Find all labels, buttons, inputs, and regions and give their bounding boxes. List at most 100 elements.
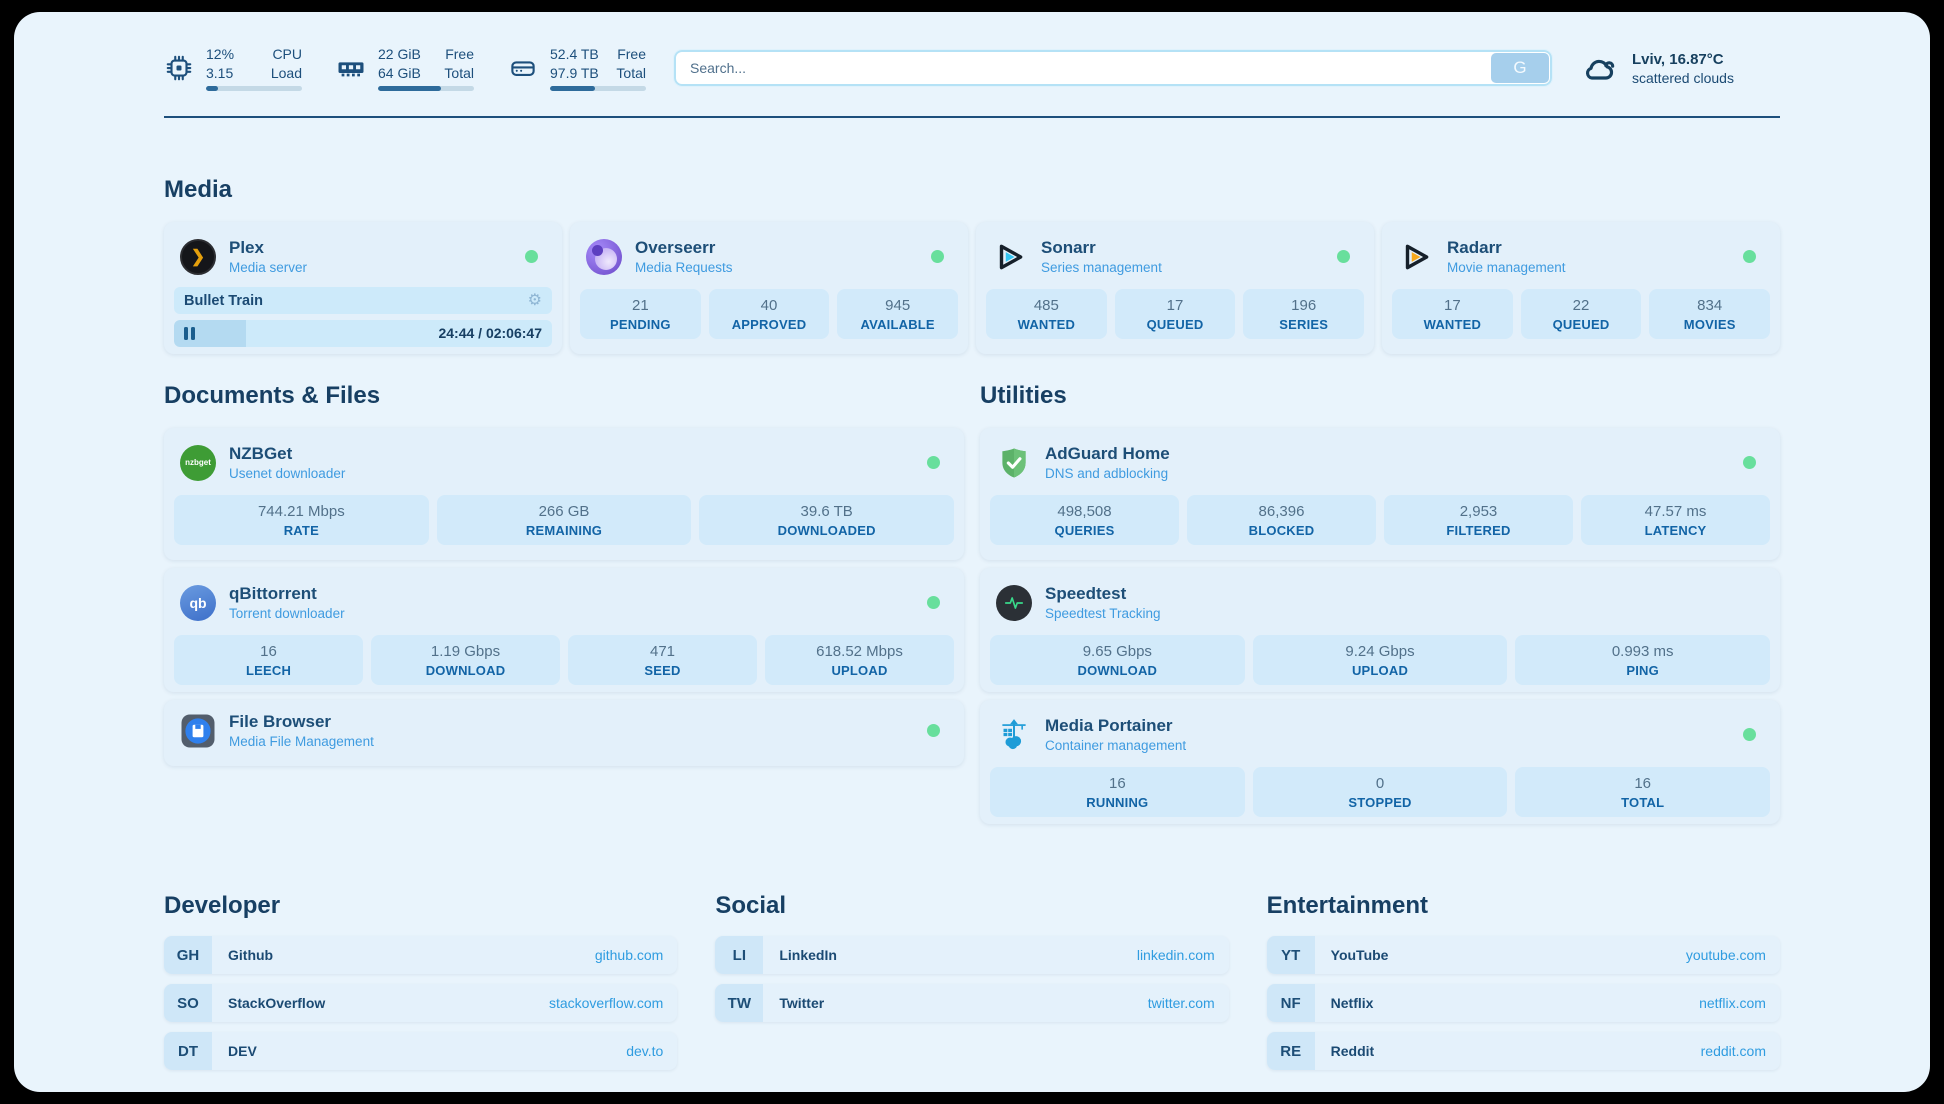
playback-time: 24:44 / 02:06:47 bbox=[438, 325, 542, 341]
disk-stat-group: 52.4 TB 97.9 TB Free Total bbox=[508, 45, 646, 91]
app-name: qBittorrent bbox=[229, 584, 317, 603]
app-name: Plex bbox=[229, 238, 264, 257]
gear-icon[interactable]: ⚙ bbox=[527, 291, 542, 309]
status-dot bbox=[927, 724, 940, 737]
ram-label-bottom: Total bbox=[444, 64, 474, 81]
cpu-icon bbox=[166, 55, 192, 81]
app-subtitle: Movie management bbox=[1447, 260, 1566, 275]
stat-download: 9.65 Gbps DOWNLOAD bbox=[990, 635, 1245, 685]
adguard-icon bbox=[996, 445, 1032, 481]
link-twitter[interactable]: TW Twitter twitter.com bbox=[715, 984, 1229, 1022]
ram-progress-bar bbox=[378, 85, 474, 91]
status-dot bbox=[525, 250, 538, 263]
app-subtitle: Media server bbox=[229, 260, 308, 275]
ram-icon bbox=[338, 62, 364, 77]
link-linkedin[interactable]: LI LinkedIn linkedin.com bbox=[715, 936, 1229, 974]
app-name: Media Portainer bbox=[1045, 716, 1173, 735]
dev-badge: DT bbox=[164, 1032, 212, 1070]
status-dot bbox=[1337, 250, 1350, 263]
netflix-badge: NF bbox=[1266, 984, 1315, 1022]
disk-icon bbox=[511, 61, 535, 76]
disk-label-top: Free bbox=[617, 46, 646, 63]
app-card-filebrowser[interactable]: File Browser Media File Management bbox=[164, 700, 964, 766]
developer-section-title: Developer bbox=[164, 892, 281, 919]
system-stats: 12% 3.15 CPU Load bbox=[164, 45, 646, 91]
search-input[interactable] bbox=[673, 49, 1553, 87]
stat-wanted: 17 WANTED bbox=[1392, 289, 1513, 339]
qbittorrent-icon: qb bbox=[180, 584, 216, 621]
stat-upload: 9.24 Gbps UPLOAD bbox=[1252, 635, 1508, 685]
link-github[interactable]: GH Github github.com bbox=[164, 936, 678, 974]
stat-download: 1.19 Gbps DOWNLOAD bbox=[371, 635, 560, 685]
disk-value-top: 52.4 TB bbox=[550, 46, 599, 63]
app-card-radarr[interactable]: Radarr Movie management 17 WANTED 22 QUE… bbox=[1382, 222, 1780, 354]
app-card-overseerr[interactable]: Overseerr Media Requests 21 PENDING 40 A… bbox=[570, 222, 968, 354]
app-card-sonarr[interactable]: Sonarr Series management 485 WANTED 17 Q… bbox=[976, 222, 1374, 354]
stat-rate: 744.21 Mbps RATE bbox=[174, 495, 429, 545]
stat-queries: 498,508 QUERIES bbox=[990, 495, 1179, 545]
documents-section-title: Documents & Files bbox=[164, 382, 381, 409]
stat-stopped: 0 STOPPED bbox=[1252, 767, 1508, 817]
cloud-icon bbox=[1586, 59, 1615, 80]
app-name: NZBGet bbox=[229, 444, 293, 463]
link-reddit[interactable]: RE Reddit reddit.com bbox=[1266, 1032, 1780, 1070]
linkedin-badge: LI bbox=[715, 936, 764, 974]
section-media: Media ❯ Plex Media server Bullet Train ⚙ bbox=[164, 176, 1780, 354]
stat-downloaded: 39.6 TB DOWNLOADED bbox=[699, 495, 955, 545]
dashboard-window: 12% 3.15 CPU Load bbox=[14, 12, 1930, 1092]
stat-series: 196 SERIES bbox=[1243, 289, 1365, 339]
app-card-adguard[interactable]: AdGuard Home DNS and adblocking 498,508 … bbox=[980, 428, 1780, 560]
link-netflix[interactable]: NF Netflix netflix.com bbox=[1266, 984, 1780, 1022]
app-card-nzbget[interactable]: nzbget NZBGet Usenet downloader 744.21 M… bbox=[164, 428, 964, 560]
portainer-icon bbox=[996, 717, 1032, 753]
header-divider bbox=[164, 116, 1780, 118]
link-youtube[interactable]: YT YouTube youtube.com bbox=[1266, 936, 1780, 974]
section-social: Social LI LinkedIn linkedin.com TW Twitt… bbox=[715, 892, 1229, 1070]
app-card-plex[interactable]: ❯ Plex Media server Bullet Train ⚙ 24:44… bbox=[164, 222, 562, 354]
stat-ping: 0.993 ms PING bbox=[1515, 635, 1771, 685]
cpu-stat-group: 12% 3.15 CPU Load bbox=[164, 45, 302, 91]
stat-filtered: 2,953 FILTERED bbox=[1384, 495, 1573, 545]
search-engine-button[interactable]: G bbox=[1491, 53, 1549, 83]
app-name: Overseerr bbox=[635, 238, 716, 257]
app-subtitle: Series management bbox=[1041, 260, 1162, 275]
app-subtitle: Speedtest Tracking bbox=[1045, 606, 1161, 621]
cpu-value-bottom: 3.15 bbox=[206, 64, 234, 81]
cpu-progress-bar bbox=[206, 85, 302, 91]
link-dev[interactable]: DT DEV dev.to bbox=[164, 1032, 678, 1070]
app-subtitle: Media Requests bbox=[635, 260, 733, 275]
radarr-icon bbox=[1398, 239, 1434, 275]
cpu-label-bottom: Load bbox=[270, 64, 302, 81]
stat-blocked: 86,396 BLOCKED bbox=[1187, 495, 1376, 545]
stackoverflow-badge: SO bbox=[164, 984, 212, 1022]
app-card-qbittorrent[interactable]: qb qBittorrent Torrent downloader 16 LEE… bbox=[164, 568, 964, 692]
playback-progress-bar: 24:44 / 02:06:47 bbox=[174, 320, 552, 347]
weather-widget: Lviv, 16.87°C scattered clouds bbox=[1580, 48, 1780, 88]
github-badge: GH bbox=[164, 936, 212, 974]
stat-pending: 21 PENDING bbox=[580, 289, 701, 339]
now-playing-row: Bullet Train ⚙ bbox=[174, 287, 552, 314]
status-dot bbox=[1743, 728, 1756, 741]
app-subtitle: Torrent downloader bbox=[229, 606, 345, 621]
overseerr-icon bbox=[586, 238, 622, 275]
app-name: File Browser bbox=[229, 712, 332, 731]
cpu-label-top: CPU bbox=[272, 46, 302, 63]
app-card-portainer[interactable]: Media Portainer Container management 16 … bbox=[980, 700, 1780, 824]
app-subtitle: DNS and adblocking bbox=[1045, 466, 1169, 481]
cpu-value-top: 12% bbox=[206, 46, 235, 63]
app-card-speedtest[interactable]: Speedtest Speedtest Tracking 9.65 Gbps D… bbox=[980, 568, 1780, 692]
status-dot bbox=[1743, 250, 1756, 263]
stat-queued: 22 QUEUED bbox=[1520, 289, 1642, 339]
status-dot bbox=[1743, 456, 1756, 469]
stat-seed: 471 SEED bbox=[568, 635, 757, 685]
section-entertainment: Entertainment YT YouTube youtube.com NF … bbox=[1266, 892, 1780, 1070]
link-stackoverflow[interactable]: SO StackOverflow stackoverflow.com bbox=[164, 984, 678, 1022]
app-name: Radarr bbox=[1447, 238, 1502, 257]
stat-movies: 834 MOVIES bbox=[1649, 289, 1771, 339]
disk-progress-bar bbox=[550, 85, 646, 91]
app-name: Sonarr bbox=[1041, 238, 1096, 257]
ram-stat-group: 22 GiB 64 GiB Free Total bbox=[336, 45, 474, 91]
speedtest-icon bbox=[996, 584, 1032, 621]
social-section-title: Social bbox=[715, 892, 787, 919]
filebrowser-icon bbox=[180, 713, 216, 749]
